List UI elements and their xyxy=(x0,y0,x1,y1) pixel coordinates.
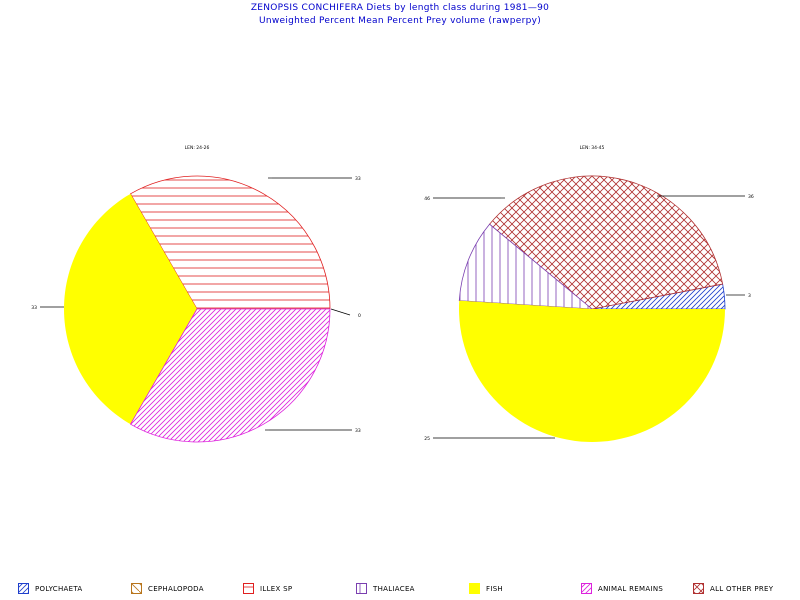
pie-slice-illex-sp xyxy=(129,175,331,310)
pie-charts: LEN: 24-26 33 33 33 0 LEN: 34-45 3 36 46 25 xyxy=(31,145,754,443)
pie-2: LEN: 34-45 3 36 46 25 xyxy=(424,145,754,442)
chart-title-block: ZENOPSIS CONCHIFERA Diets by length clas… xyxy=(0,2,800,28)
pie-slice-fish xyxy=(64,193,197,425)
legend-label: CEPHALOPODA xyxy=(148,584,204,593)
legend-swatch xyxy=(581,583,592,594)
slice-label: 46 xyxy=(424,196,430,202)
slice-label: 3 xyxy=(748,293,751,299)
pie-header: LEN: 34-45 xyxy=(580,145,605,151)
legend-label: THALIACEA xyxy=(373,584,415,593)
slice-label: 25 xyxy=(424,436,430,442)
pie-slice-fish xyxy=(459,300,725,442)
slice-label: 33 xyxy=(355,176,361,182)
legend-swatch xyxy=(18,583,29,594)
legend-label: ANIMAL REMAINS xyxy=(598,584,664,593)
legend: POLYCHAETA CEPHALOPODA ILLEX SP THALIACEA FI… xyxy=(0,583,800,599)
legend-swatch xyxy=(469,583,480,594)
legend-item-animal-remains: ANIMAL REMAINS xyxy=(581,583,663,594)
legend-item-illex-sp: ILLEX SP xyxy=(243,583,292,594)
legend-item-fish: FISH xyxy=(469,583,503,594)
chart-title: ZENOPSIS CONCHIFERA Diets by length clas… xyxy=(250,3,550,13)
slice-label: 33 xyxy=(31,305,37,311)
legend-label: ALL OTHER PREY xyxy=(710,584,774,593)
legend-swatch xyxy=(131,583,142,594)
pie-slice-animal-remains xyxy=(129,308,331,443)
legend-swatch xyxy=(243,583,254,594)
slice-label: 36 xyxy=(748,194,754,200)
leader-line xyxy=(330,308,351,316)
chart-subtitle: Unweighted Percent Mean Percent Prey vol… xyxy=(258,16,542,26)
legend-swatch xyxy=(693,583,704,594)
legend-label: FISH xyxy=(486,584,503,593)
slice-label: 33 xyxy=(355,428,361,434)
legend-item-all-other-prey: ALL OTHER PREY xyxy=(693,583,773,594)
legend-label: POLYCHAETA xyxy=(35,584,83,593)
pie-header: LEN: 24-26 xyxy=(185,145,210,151)
pie-slice-thaliacea xyxy=(458,223,594,310)
legend-swatch xyxy=(356,583,367,594)
legend-label: ILLEX SP xyxy=(260,584,293,593)
pie-slice-all-other-prey xyxy=(488,175,724,310)
legend-item-thaliacea: THALIACEA xyxy=(356,583,415,594)
legend-item-cephalopoda: CEPHALOPODA xyxy=(131,583,204,594)
slice-label: 0 xyxy=(358,313,361,319)
pie-1: LEN: 24-26 33 33 33 0 xyxy=(31,145,361,443)
legend-item-polychaeta: POLYCHAETA xyxy=(18,583,82,594)
